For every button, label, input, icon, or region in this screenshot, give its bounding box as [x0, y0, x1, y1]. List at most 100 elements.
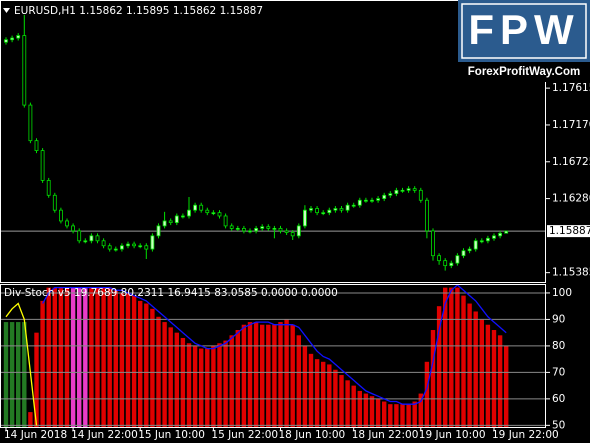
x-tick-label: 18 Jun 22:00: [352, 429, 419, 441]
x-tick-label: 18 Jun 10:00: [279, 429, 346, 441]
y-tick-label: 60: [552, 393, 565, 405]
indicator-bar: [272, 324, 277, 428]
indicator-bar: [375, 398, 381, 428]
indicator-bar: [363, 393, 369, 428]
logo-box: [458, 0, 590, 62]
y-tick-label: 1.16280: [552, 193, 590, 205]
indicator-bar: [424, 361, 430, 428]
indicator-bar: [131, 295, 137, 428]
indicator-bar: [125, 292, 131, 428]
indicator-bar: [357, 390, 362, 428]
indicator-bar: [28, 412, 33, 428]
indicator-bar: [400, 404, 405, 428]
price-panel-frame: [0, 0, 546, 283]
indicator-bar: [497, 335, 503, 428]
indicator-bar: [406, 404, 411, 428]
indicator-bar: [412, 401, 417, 428]
indicator-bar: [77, 287, 82, 428]
indicator-bar: [150, 308, 155, 428]
candle-body: [10, 37, 15, 41]
indicator-bar: [101, 287, 106, 428]
indicator-bar: [52, 287, 57, 428]
candle-body: [168, 220, 173, 223]
x-tick-label: 19 Jun 10:00: [419, 429, 486, 441]
x-tick-label: 15 Jun 10:00: [138, 429, 205, 441]
indicator-line: [5, 302, 38, 426]
y-tick-label: 1.15385: [552, 267, 590, 279]
indicator-bar: [138, 300, 143, 428]
candle-body: [229, 225, 234, 229]
indicator-bar: [266, 324, 271, 428]
indicator-bar: [504, 345, 509, 428]
indicator-bar: [9, 322, 15, 428]
candle-body: [485, 237, 490, 242]
candle-body: [467, 248, 472, 252]
candle-body: [95, 235, 100, 242]
candle-body: [504, 230, 509, 234]
candle-body: [424, 199, 429, 232]
indicator-bar: [321, 361, 326, 428]
candle-body: [180, 215, 185, 218]
indicator-bar: [168, 327, 173, 428]
logo-title: FPW: [468, 6, 579, 53]
candle-body: [83, 240, 88, 243]
indicator-bar: [192, 345, 198, 428]
candle-body: [370, 199, 374, 202]
indicator-bar: [467, 303, 472, 428]
candle-body: [150, 235, 155, 250]
indicator-bar: [46, 287, 51, 428]
candle-body: [71, 225, 75, 232]
candle-body: [327, 209, 332, 214]
indicator-bar: [369, 396, 375, 428]
candle-body: [126, 243, 130, 247]
indicator-bar: [253, 322, 259, 428]
indicator-bar: [34, 332, 39, 428]
y-tick-label: 90: [552, 313, 565, 325]
candle-body: [241, 227, 246, 232]
indicator-bar: [296, 335, 301, 428]
candle-body: [394, 189, 399, 195]
candle-body: [412, 188, 417, 191]
chart-title: EURUSD,H1 1.15862 1.15895 1.15862 1.1588…: [14, 5, 263, 17]
indicator-bar: [229, 335, 234, 428]
y-tick-label: 100: [552, 287, 572, 299]
candle-body: [479, 240, 484, 243]
candle-body: [162, 220, 167, 227]
candle-body: [235, 227, 240, 230]
indicator-bar: [278, 322, 283, 428]
indicator-bar: [455, 287, 460, 428]
current-price-label: 1.15887: [549, 225, 590, 237]
indicator-bar: [382, 401, 387, 428]
candle-body: [40, 150, 45, 181]
candle-body: [278, 227, 283, 232]
indicator-bar: [162, 322, 167, 428]
candle-body: [193, 204, 198, 211]
candle-body: [254, 227, 259, 232]
candle-body: [431, 230, 435, 257]
candle-body: [199, 204, 204, 211]
indicator-bar: [449, 287, 454, 428]
indicator-bar: [473, 311, 478, 428]
candle-body: [449, 262, 454, 267]
indicator-bar: [260, 324, 265, 428]
indicator-bar: [16, 322, 21, 428]
indicator-bar: [180, 337, 186, 428]
indicator-bar: [223, 340, 228, 428]
indicator-bar: [70, 287, 76, 428]
candle-body: [113, 248, 118, 251]
candle-body: [492, 235, 496, 239]
candle-body: [132, 243, 137, 247]
x-tick-label: 15 Jun 22:00: [211, 429, 278, 441]
candle-body: [120, 245, 124, 250]
candle-body: [22, 35, 27, 106]
candle-body: [437, 255, 442, 262]
indicator-bar: [89, 287, 94, 428]
candle-body: [309, 208, 313, 211]
indicator-bar: [485, 324, 491, 428]
candle-body: [455, 255, 460, 264]
candle-body: [34, 140, 39, 152]
indicator-bar: [22, 322, 27, 428]
indicator-bar: [443, 287, 448, 428]
indicator-bar: [58, 287, 64, 428]
candle-body: [290, 232, 295, 237]
